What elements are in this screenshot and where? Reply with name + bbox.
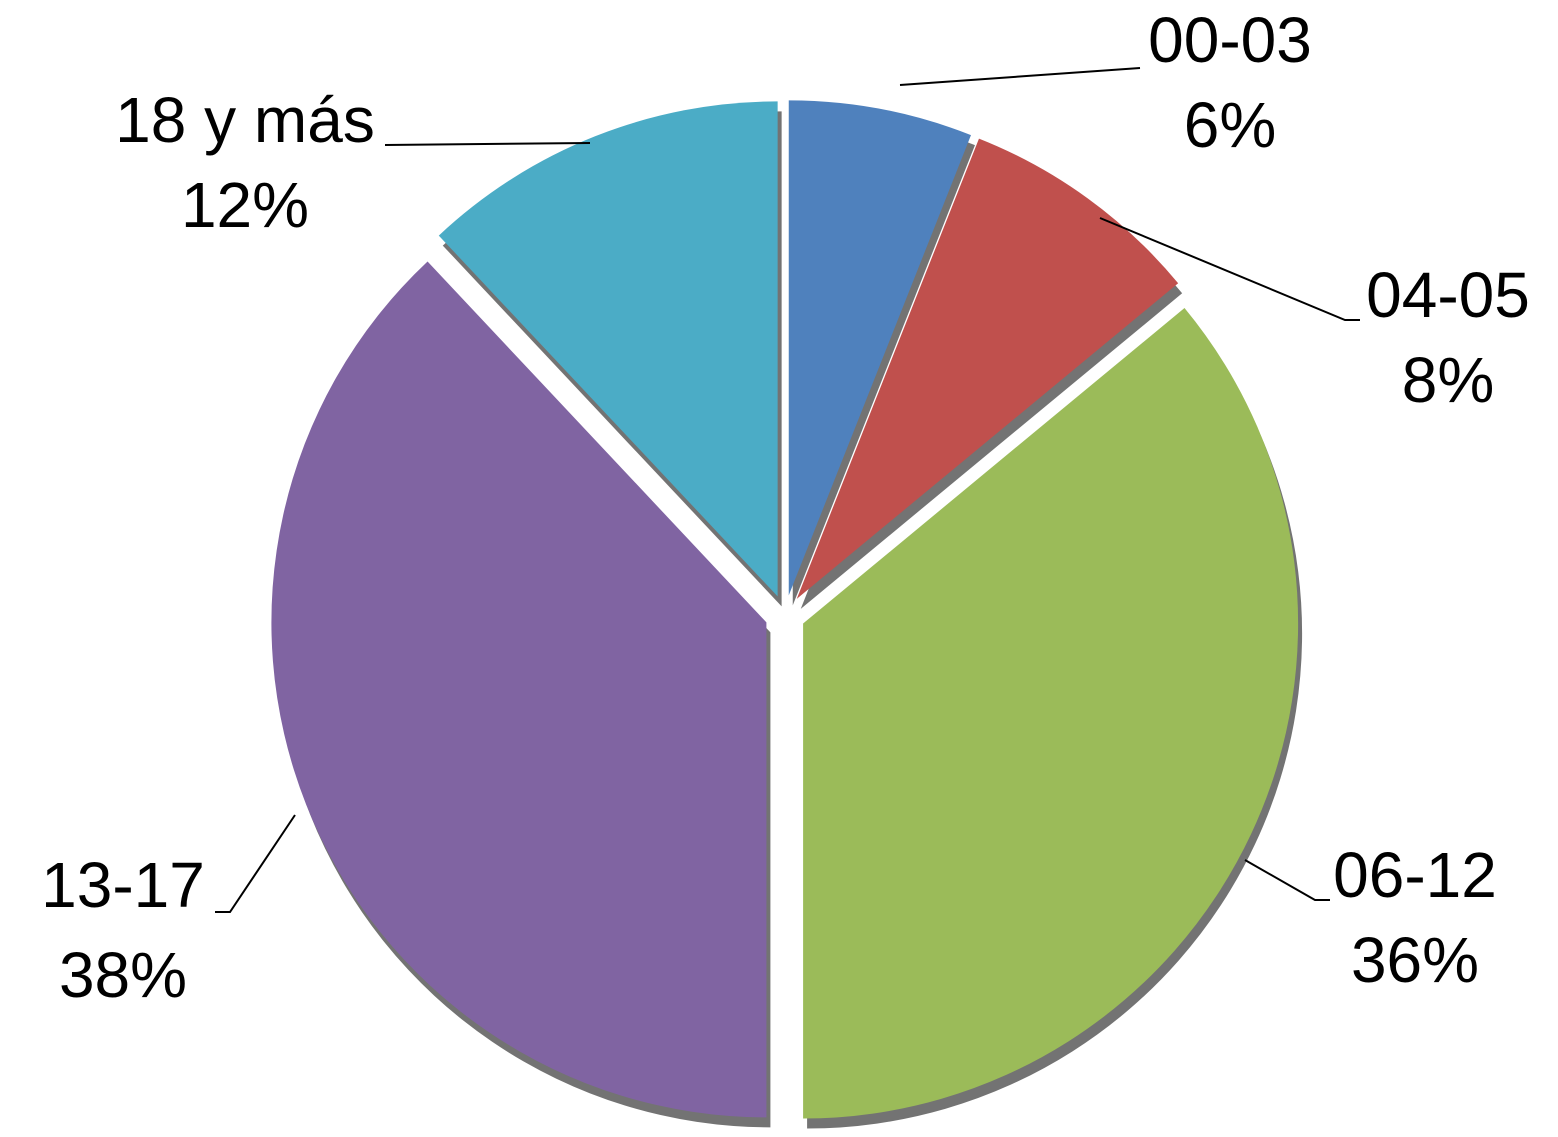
leader-line (384, 142, 591, 146)
value-label: 6% (1184, 89, 1277, 161)
leader-line (899, 67, 1141, 86)
slice (438, 101, 778, 597)
category-label: 04-05 (1366, 259, 1530, 331)
category-label: 18 y más (115, 84, 375, 156)
value-label: 36% (1351, 924, 1479, 996)
category-label: 00-03 (1148, 4, 1312, 76)
category-label: 13-17 (41, 849, 205, 921)
slice (796, 138, 1179, 599)
slice (271, 261, 767, 1118)
slice (803, 307, 1299, 1119)
leader-line (215, 814, 296, 913)
value-label: 38% (59, 939, 187, 1011)
value-label: 12% (181, 169, 309, 241)
leader-line (1244, 859, 1330, 901)
value-label: 8% (1402, 344, 1495, 416)
slice (788, 100, 971, 596)
leader-line (1099, 217, 1360, 321)
category-label: 06-12 (1333, 839, 1497, 911)
